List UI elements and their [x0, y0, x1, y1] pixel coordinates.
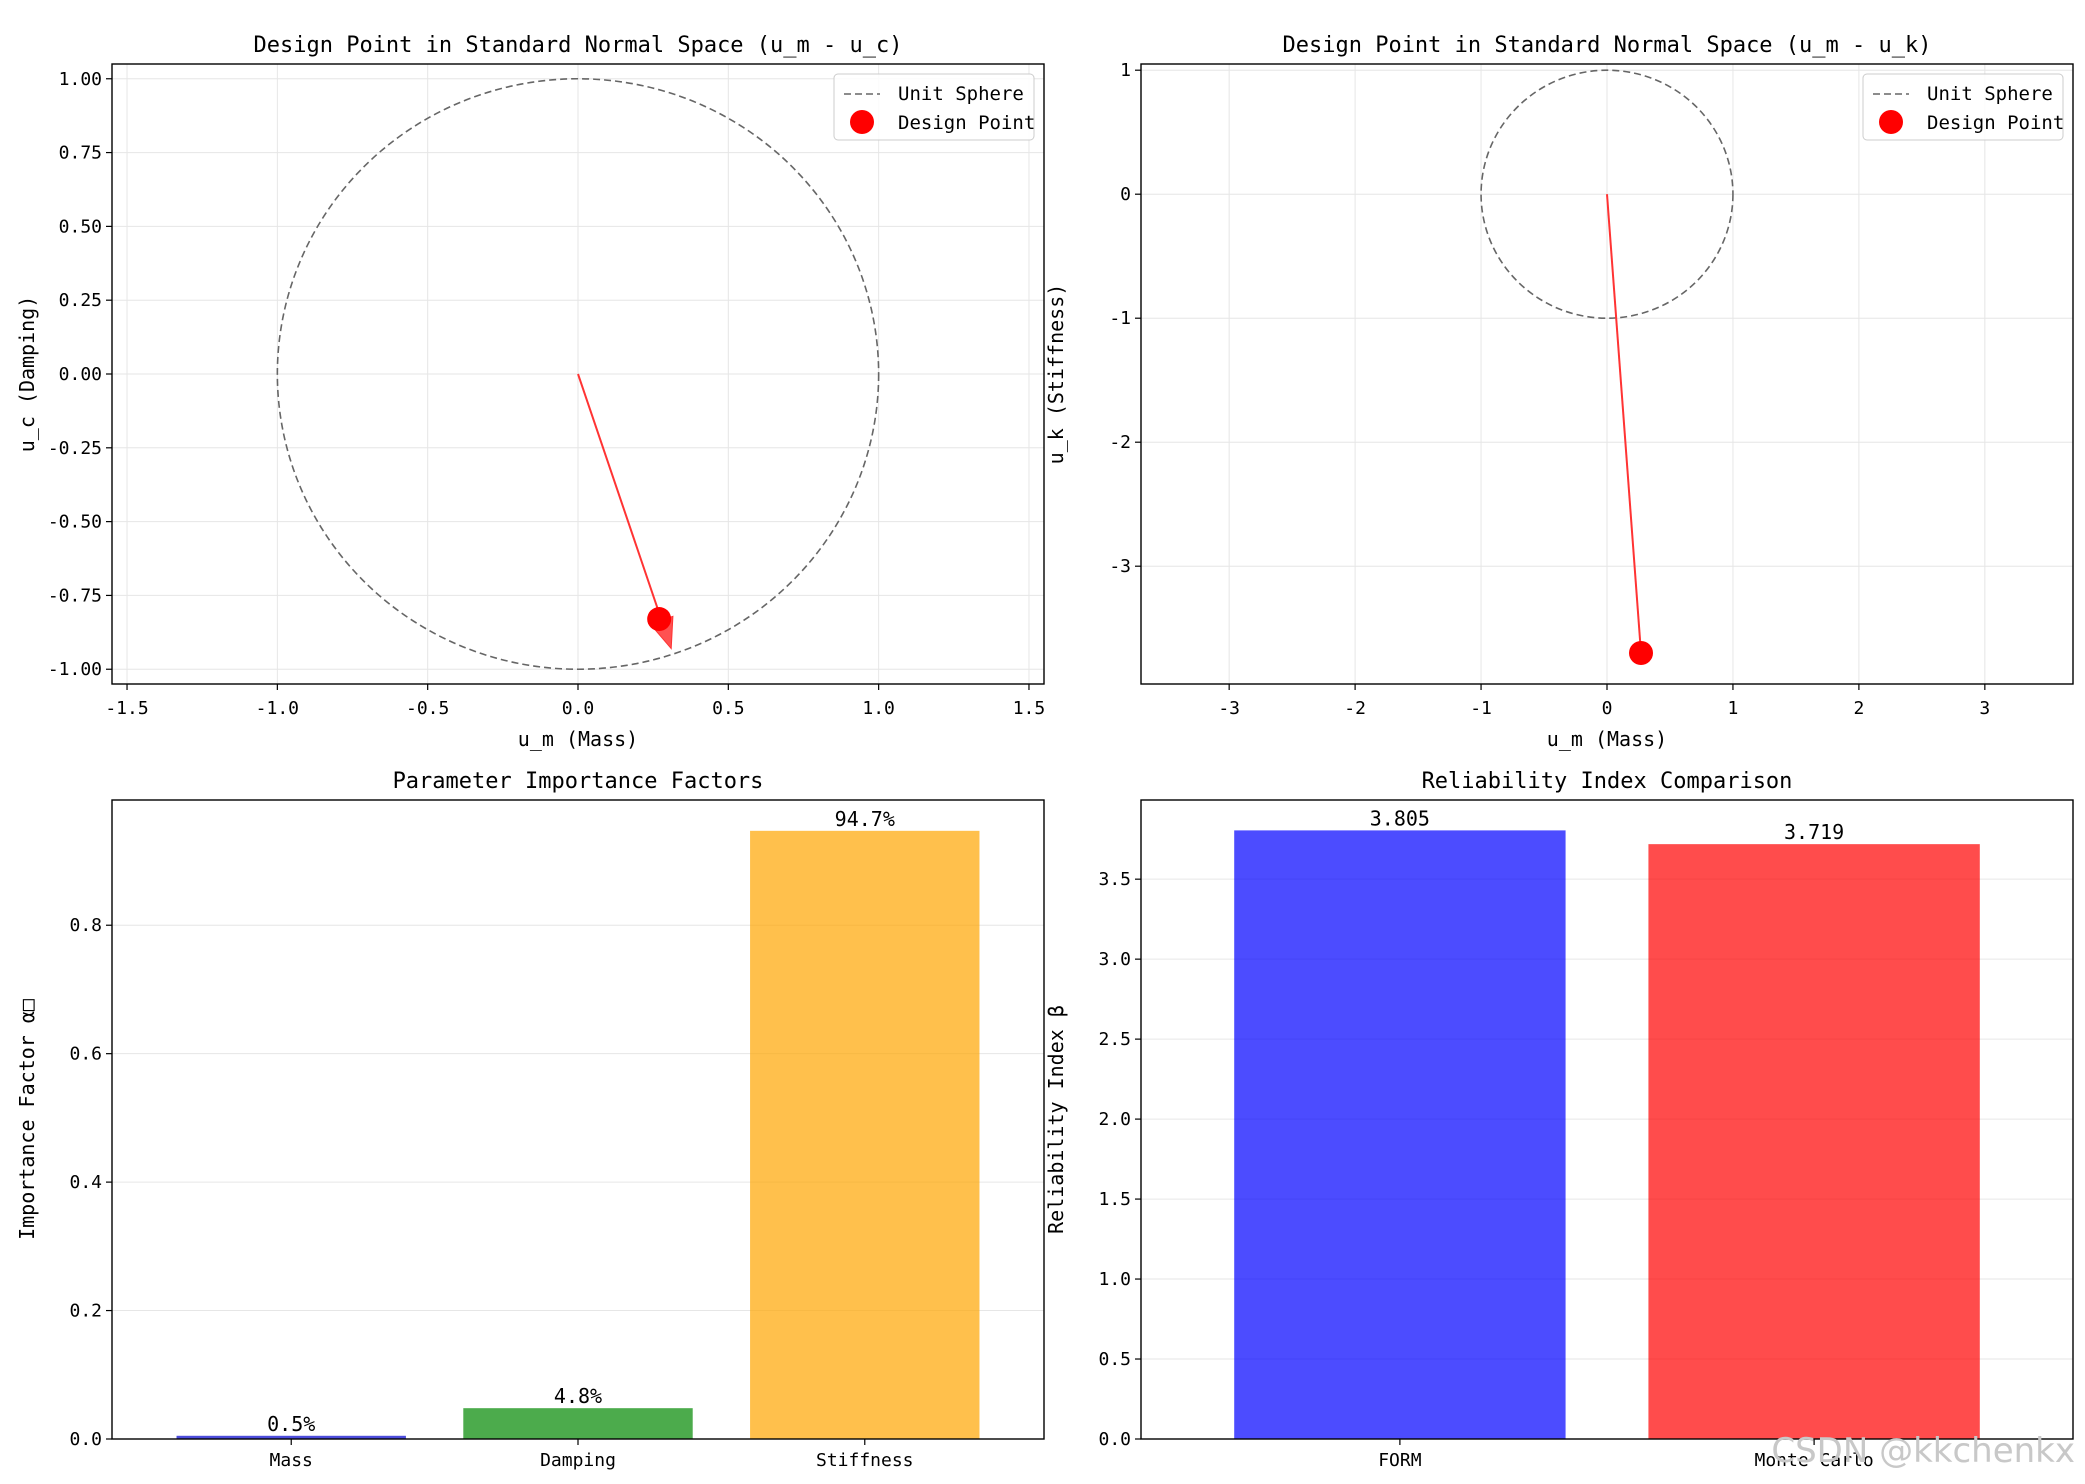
y-tick-label: 0.00: [59, 364, 102, 385]
y-tick-label: 0.0: [1098, 1429, 1131, 1450]
bar-data-label: 4.8%: [554, 1384, 602, 1408]
y-tick-label: 1: [1120, 60, 1131, 81]
y-tick-label: -0.50: [48, 512, 102, 533]
legend-box: [833, 73, 1035, 141]
y-tick-label: 2.5: [1098, 1029, 1131, 1050]
bar-mass: [176, 1435, 406, 1439]
y-axis-label: u_c (Damping): [15, 296, 39, 453]
chart-title: Design Point in Standard Normal Space (u…: [253, 33, 902, 58]
y-tick-label: -0.75: [48, 585, 102, 606]
bar-monte-carlo: [1648, 844, 1980, 1439]
x-tick-label: Mass: [270, 1450, 313, 1471]
x-tick-label: 1: [1728, 698, 1739, 719]
y-axis-label: Reliability Index β: [1044, 1005, 1068, 1234]
panel-design-point-um-uc: -1.5 -1.0 -0.5 0.0 0.5 1.0 1.5 1.00 0.75 0.50 0.25…: [15, 33, 1045, 751]
y-tick-label: 0: [1120, 184, 1131, 205]
chart-title: Design Point in Standard Normal Space (u…: [1282, 33, 1931, 58]
x-tick-label: -0.5: [406, 698, 449, 719]
x-tick-label: 3: [1979, 698, 1990, 719]
panel-importance-factors: 0.0 0.2 0.4 0.6 0.8 0.5% Mass 4.8% Damping 94.7% S…: [15, 769, 1045, 1471]
x-tick-label: -1.5: [105, 698, 148, 719]
y-tick-label: 3.5: [1098, 869, 1131, 890]
bar-data-label: 0.5%: [267, 1412, 315, 1436]
y-tick-label: -2: [1109, 432, 1131, 453]
direction-arrow-shaft: [1606, 194, 1643, 654]
y-tick-label: 0.8: [69, 915, 102, 936]
x-tick-label: 1.0: [862, 698, 895, 719]
x-axis-label: u_m (Mass): [518, 727, 638, 751]
y-tick-label: 0.2: [69, 1301, 102, 1322]
x-tick-label: Damping: [540, 1450, 616, 1471]
watermark: CSDN @kkchenkx: [1771, 1431, 2075, 1471]
x-tick-label: -2: [1344, 698, 1366, 719]
x-tick-label: 1.5: [1013, 698, 1046, 719]
chart-title: Reliability Index Comparison: [1422, 769, 1793, 794]
axes-frame: [111, 799, 1045, 1440]
x-tick-label: -1.0: [256, 698, 299, 719]
x-tick-label: Monte Carlo: [1755, 1450, 1874, 1471]
x-axis-label: u_m (Mass): [1547, 727, 1667, 751]
x-tick-label: 0: [1602, 698, 1613, 719]
y-tick-label: 0.5: [1098, 1349, 1131, 1370]
design-point-marker: [1629, 641, 1654, 665]
y-tick-label: -3: [1109, 556, 1131, 577]
x-tick-label: FORM: [1378, 1450, 1422, 1471]
panel-reliability-index: 0.0 0.5 1.0 1.5 2.0 2.5 3.0 3.5 3.805 FORM 3.719 Mo…: [1044, 769, 2074, 1471]
axes-frame: [111, 63, 1045, 685]
legend-design-point-swatch: [1879, 110, 1903, 134]
x-tick-label: 0.0: [562, 698, 595, 719]
chart-title: Parameter Importance Factors: [393, 769, 764, 794]
bar-data-label: 94.7%: [835, 807, 895, 831]
unit-sphere-circle: [276, 77, 880, 671]
unit-sphere-circle: [1480, 69, 1734, 319]
y-tick-label: 2.0: [1098, 1109, 1131, 1130]
y-tick-label: -1.00: [48, 659, 102, 680]
legend-design-point-label: Design Point: [1927, 112, 2064, 134]
y-tick-label: 1.00: [59, 69, 102, 90]
legend-unit-sphere-label: Unit Sphere: [898, 83, 1024, 105]
axes-frame: [1140, 63, 2074, 685]
legend-design-point-swatch: [850, 110, 874, 134]
x-tick-label: -3: [1218, 698, 1240, 719]
y-axis-label: u_k (Stiffness): [1044, 284, 1068, 465]
y-tick-label: 0.4: [69, 1172, 102, 1193]
x-tick-label: -1: [1470, 698, 1492, 719]
y-tick-label: 0.0: [69, 1429, 102, 1450]
y-tick-label: -1: [1109, 308, 1131, 329]
panel-design-point-um-uk: -3 -2 -1 0 1 2 3 1 0 -1 -2 -3 Design Point in Standa…: [1044, 33, 2074, 751]
x-tick-label: 2: [1853, 698, 1864, 719]
axes-frame: [1140, 799, 2074, 1440]
direction-arrow-shaft: [577, 373, 663, 621]
bar-damping: [463, 1408, 693, 1439]
bar-stiffness: [750, 830, 980, 1439]
legend-design-point-label: Design Point: [898, 112, 1035, 134]
design-point-marker: [647, 607, 672, 632]
bar-form: [1234, 830, 1566, 1439]
x-tick-label: 0.5: [712, 698, 745, 719]
x-tick-label: Stiffness: [816, 1450, 914, 1471]
bar-data-label: 3.719: [1784, 820, 1844, 844]
legend-box: [1862, 73, 2064, 141]
y-tick-label: 0.75: [59, 143, 102, 164]
legend-unit-sphere-label: Unit Sphere: [1927, 83, 2053, 105]
bar-data-label: 3.805: [1370, 806, 1430, 830]
y-tick-label: 0.25: [59, 290, 102, 311]
y-tick-label: 0.50: [59, 216, 102, 237]
y-tick-label: 0.6: [69, 1044, 102, 1065]
y-tick-label: -0.25: [48, 438, 102, 459]
y-tick-label: 1.0: [1098, 1269, 1131, 1290]
y-axis-label: Importance Factor α□: [15, 999, 39, 1240]
y-tick-label: 1.5: [1098, 1189, 1131, 1210]
y-tick-label: 3.0: [1098, 949, 1131, 970]
